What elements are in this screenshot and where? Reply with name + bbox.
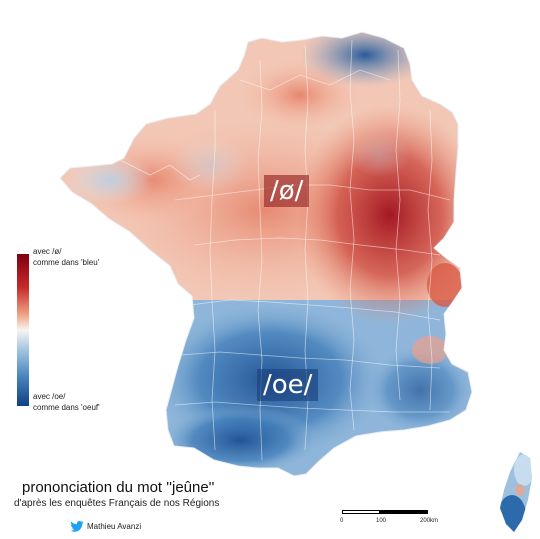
color-legend: avec /ø/ comme dans 'bleu' avec /oe/ com… [14, 246, 134, 416]
scale-segment-2 [380, 510, 428, 514]
legend-color-bar [17, 254, 29, 406]
label-eu-vowel: /ø/ [264, 175, 310, 207]
scale-tick-100: 100 [376, 518, 387, 524]
legend-bottom-label: avec /oe/ [33, 392, 66, 401]
author-name: Mathieu Avanzi [87, 522, 142, 531]
scale-tick-200: 200km [420, 518, 439, 524]
author-credit[interactable]: Mathieu Avanzi [70, 521, 141, 532]
scale-segment-1 [342, 510, 380, 514]
scale-bar: 0 100 200km [338, 510, 448, 532]
scale-tick-0: 0 [340, 518, 344, 524]
legend-top-label: avec /ø/ [33, 247, 62, 256]
map-subtitle: d'après les enquêtes Français de nos Rég… [14, 498, 220, 509]
corse-choropleth [500, 452, 532, 532]
legend-bottom-sublabel: comme dans 'oeuf' [33, 403, 100, 412]
label-oe-vowel: /oe/ [257, 369, 319, 401]
twitter-bird-icon [70, 521, 84, 532]
legend-top-sublabel: comme dans 'bleu' [33, 258, 100, 267]
map-title: prononciation du mot ''jeûne'' [22, 479, 215, 496]
